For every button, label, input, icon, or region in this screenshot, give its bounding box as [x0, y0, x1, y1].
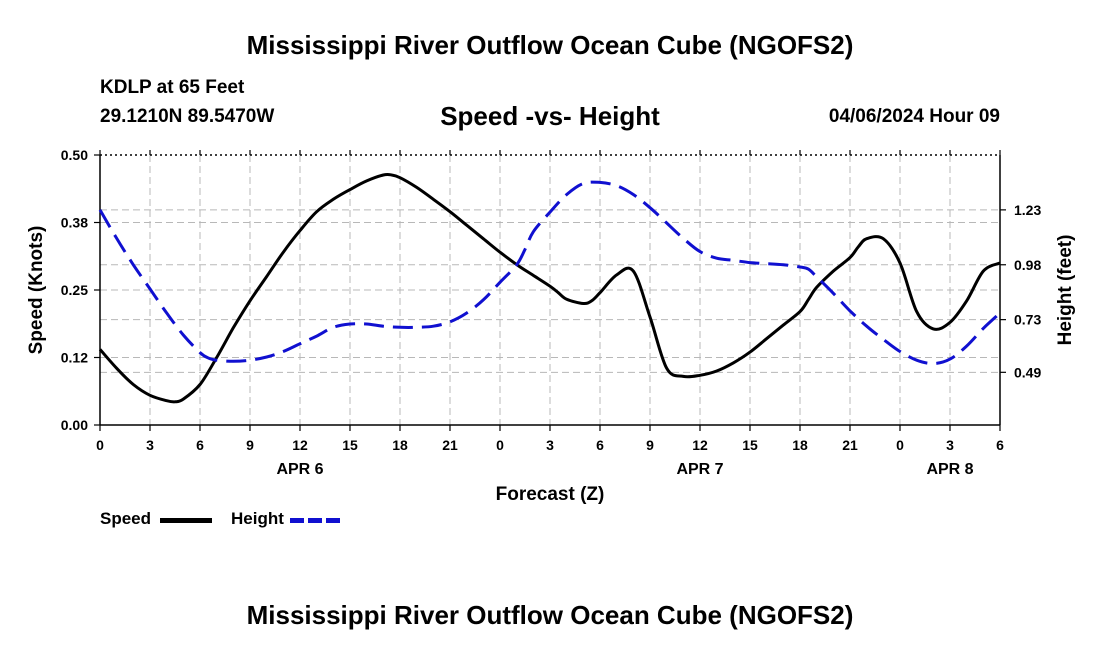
x-tick-label: 18 — [792, 437, 808, 453]
station-coordinates: 29.1210N 89.5470W — [100, 106, 275, 127]
x-tick-label: 9 — [246, 437, 254, 453]
x-tick-label: 12 — [292, 437, 308, 453]
legend-height-swatch — [290, 518, 342, 523]
legend-speed-label: Speed — [100, 509, 152, 528]
y-tick-label: 0.00 — [61, 417, 88, 433]
x-tick-label: 3 — [546, 437, 554, 453]
x-tick-label: 21 — [842, 437, 858, 453]
x-tick-label: 15 — [742, 437, 758, 453]
date-label: APR 7 — [676, 461, 723, 478]
y2-tick-label: 0.49 — [1014, 364, 1041, 380]
x-tick-label: 3 — [146, 437, 154, 453]
y2-tick-label: 0.73 — [1014, 312, 1041, 328]
x-tick-label: 0 — [496, 437, 504, 453]
x-tick-label: 6 — [196, 437, 204, 453]
y-axis-title: Speed (Knots) — [26, 226, 47, 355]
height-series-line — [98, 180, 1002, 366]
x-tick-label: 18 — [392, 437, 408, 453]
x-axis-title: Forecast (Z) — [496, 484, 605, 505]
speed-height-chart: 0 3 6 9 12 15 18 21 0 3 6 9 12 15 18 21 0 3 6 APR 6 APR 7 APR… — [26, 147, 1076, 505]
station-name: KDLP at 65 Feet — [100, 77, 245, 98]
y2-axis-title: Height (feet) — [1055, 235, 1076, 346]
x-tick-label: 6 — [596, 437, 604, 453]
chart-subtitle: Speed -vs- Height — [440, 101, 660, 131]
chart-datetime: 04/06/2024 Hour 09 — [828, 106, 1000, 127]
date-label: APR 6 — [276, 461, 323, 478]
y2-tick-label: 1.23 — [1014, 202, 1041, 218]
y-tick-label: 0.50 — [61, 147, 88, 163]
y2-tick-label: 0.98 — [1014, 257, 1041, 273]
main-title: Mississippi River Outflow Ocean Cube (NG… — [246, 30, 854, 60]
x-tick-label: 0 — [896, 437, 904, 453]
x-tick-label: 15 — [342, 437, 358, 453]
x-tick-label: 0 — [96, 437, 104, 453]
x-tick-label: 9 — [646, 437, 654, 453]
y-tick-label: 0.25 — [61, 282, 88, 298]
x-tick-label: 6 — [996, 437, 1004, 453]
legend-height-label: Height — [231, 509, 284, 528]
y-tick-label: 0.12 — [61, 350, 88, 366]
x-tick-label: 21 — [442, 437, 458, 453]
x-tick-label: 12 — [692, 437, 708, 453]
legend-speed-swatch — [160, 518, 212, 523]
date-label: APR 8 — [926, 461, 973, 478]
x-tick-label: 3 — [946, 437, 954, 453]
speed-series-line — [98, 172, 1001, 404]
footer-title: Mississippi River Outflow Ocean Cube (NG… — [246, 600, 854, 630]
y-tick-label: 0.38 — [61, 215, 88, 231]
